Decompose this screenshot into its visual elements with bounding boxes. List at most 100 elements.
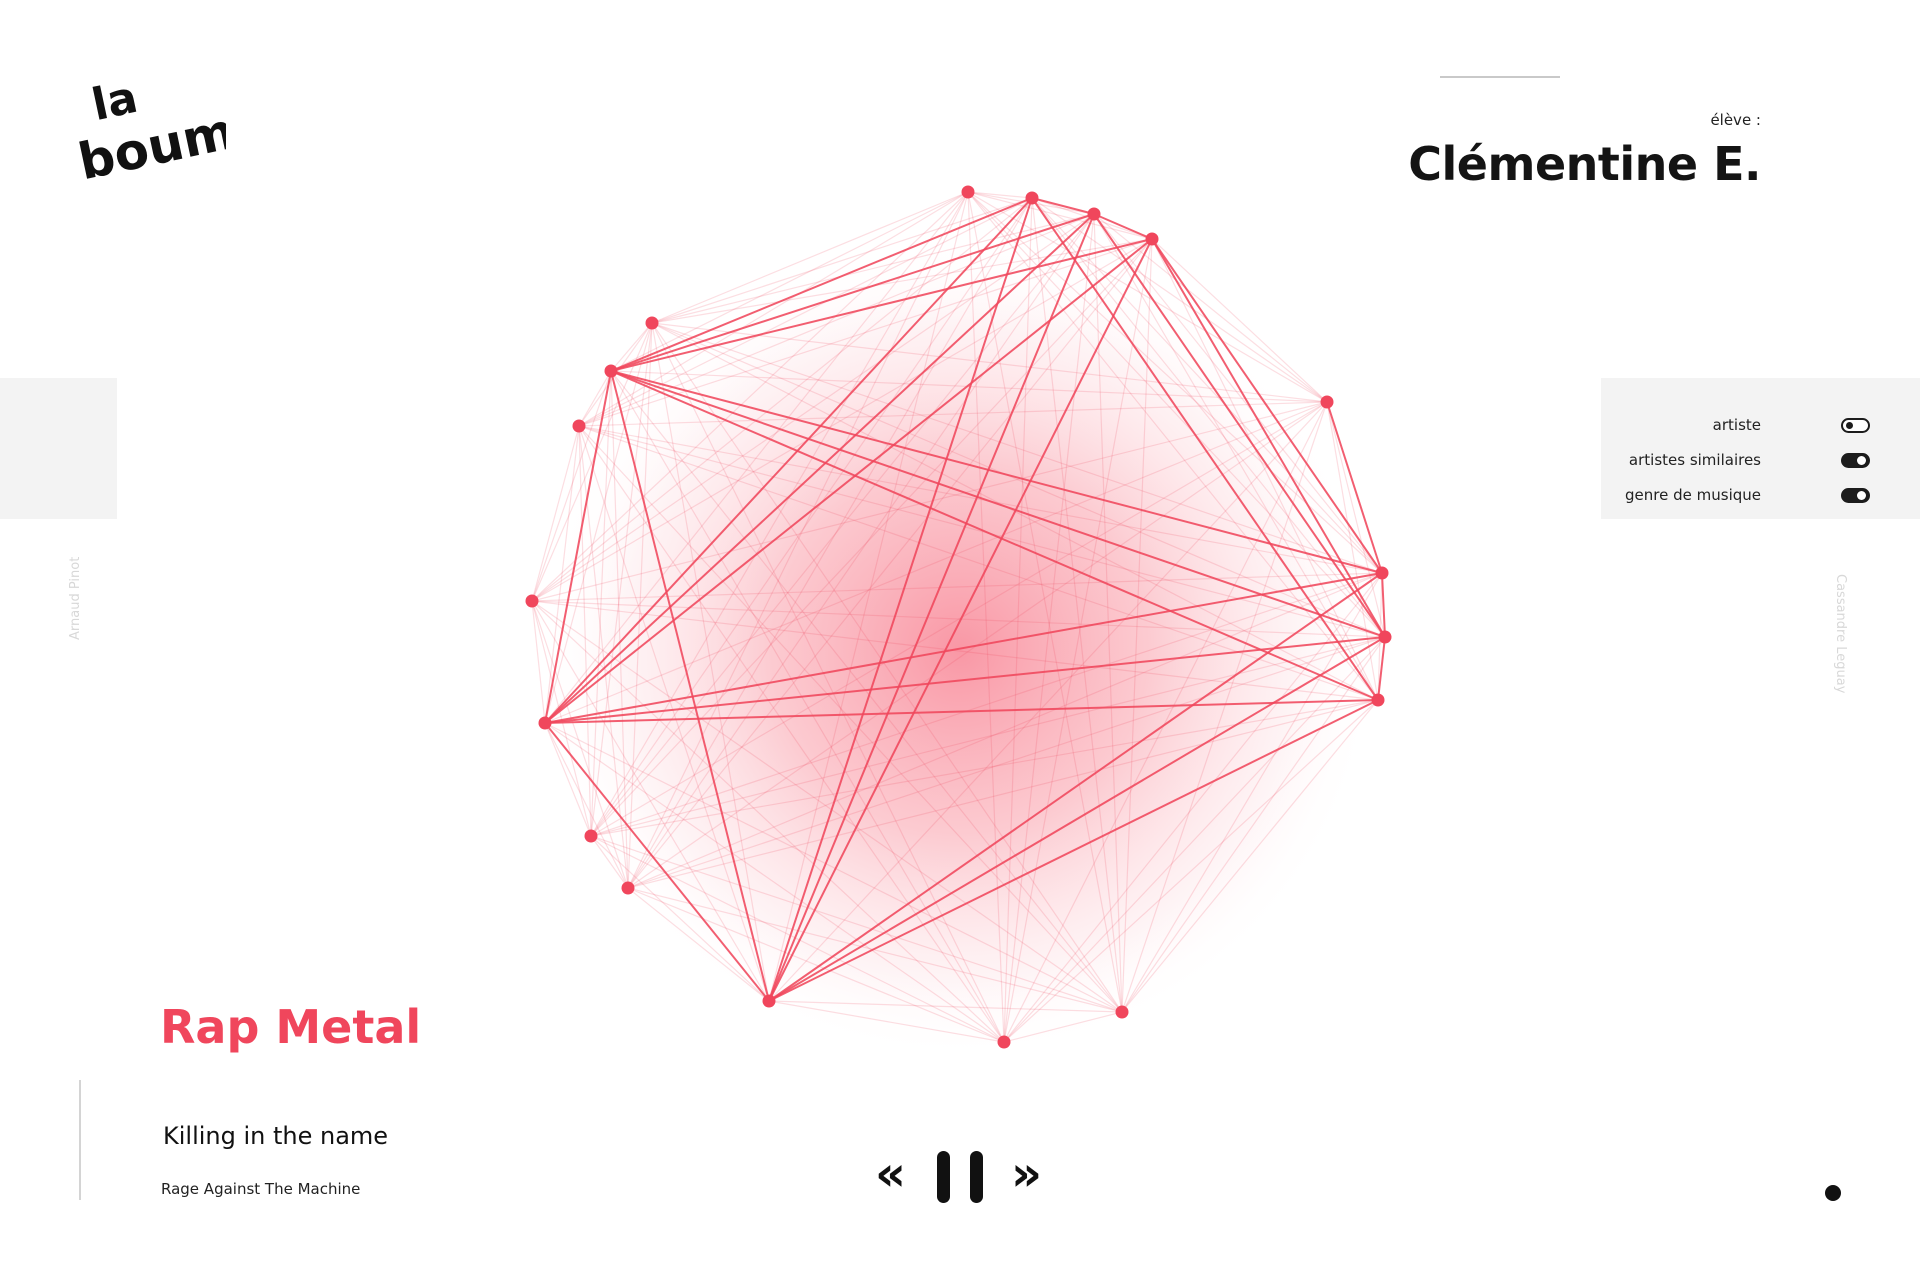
network-edge	[627, 322, 653, 889]
network-edge	[1093, 213, 1386, 638]
network-edge	[967, 191, 1033, 199]
network-edge	[768, 197, 1033, 1002]
pause-icon	[937, 1151, 950, 1203]
toggle-switch-genre-de-musique[interactable]	[1841, 487, 1870, 503]
network-edge	[590, 238, 1153, 837]
network-node	[1115, 1005, 1129, 1019]
network-node	[961, 185, 975, 199]
network-edge	[651, 191, 969, 324]
filter-row-artiste[interactable]: artiste	[1713, 414, 1870, 436]
network-node	[538, 716, 552, 730]
toggle-knob	[1846, 421, 1853, 429]
network-node	[604, 364, 618, 378]
network-edge	[590, 191, 969, 837]
left-side-tab[interactable]	[0, 378, 117, 519]
network-edge	[531, 213, 1095, 602]
network-edge	[544, 636, 1386, 724]
network-edge	[531, 370, 612, 602]
network-edge	[544, 213, 1095, 724]
page-indicator-dot[interactable]	[1825, 1185, 1841, 1201]
network-edge	[578, 425, 629, 889]
next-button[interactable]: »	[1011, 1146, 1043, 1202]
network-edge-strong	[610, 370, 770, 1002]
network-edge	[627, 699, 1379, 889]
network-edge	[1031, 197, 1379, 701]
network-edge	[1031, 197, 1328, 403]
toggle-switch-artiste[interactable]	[1841, 417, 1870, 433]
network-edge	[531, 600, 1123, 1013]
network-edge	[544, 370, 612, 724]
network-edge	[590, 572, 1383, 837]
network-edge	[544, 238, 1153, 724]
network-edge-strong	[610, 370, 1379, 701]
network-edge	[531, 191, 969, 602]
network-edge	[578, 322, 653, 427]
filter-row-artistes-similaires[interactable]: artistes similaires	[1629, 449, 1870, 471]
network-edge	[531, 600, 770, 1002]
network-edge	[544, 722, 770, 1002]
network-edge	[590, 370, 612, 837]
network-edge	[1093, 213, 1153, 240]
network-edge	[590, 197, 1033, 837]
network-edge	[1031, 197, 1123, 1013]
network-edge	[610, 191, 969, 372]
network-glow	[540, 240, 1380, 1060]
network-edge	[1003, 197, 1033, 1043]
network-edge	[1031, 197, 1386, 638]
filter-panel: artiste artistes similaires genre de mus…	[1601, 378, 1920, 519]
network-edge	[544, 722, 1005, 1043]
network-edge	[967, 191, 1005, 1043]
network-edge	[651, 322, 1383, 574]
network-edge	[578, 425, 1383, 574]
filter-row-genre-de-musique[interactable]: genre de musique	[1625, 484, 1870, 506]
toggle-switch-artistes-similaires[interactable]	[1841, 452, 1870, 468]
network-edge	[531, 600, 1005, 1043]
network-edge	[1093, 213, 1328, 403]
network-edge	[544, 722, 629, 889]
network-edge	[651, 197, 1033, 324]
network-edge	[1377, 572, 1383, 701]
network-edge	[1151, 238, 1328, 403]
filter-label: artistes similaires	[1628, 451, 1761, 469]
network-node	[1375, 566, 1389, 580]
network-node	[621, 881, 635, 895]
network-edge	[1326, 401, 1383, 574]
network-edge	[578, 425, 1005, 1043]
filter-label: artiste	[1712, 416, 1761, 434]
network-edge-strong	[1093, 213, 1153, 240]
network-edge	[627, 213, 1095, 889]
network-edge	[651, 213, 1095, 324]
edges-strong	[544, 197, 1386, 1002]
network-edge	[627, 887, 770, 1002]
network-edge	[1093, 213, 1123, 1013]
network-node	[1320, 395, 1334, 409]
toggle-knob	[1857, 455, 1866, 465]
network-edge-strong	[768, 572, 1383, 1002]
network-edge	[590, 213, 1095, 837]
network-edge	[531, 197, 1033, 602]
network-edge-strong	[1381, 572, 1386, 638]
student-name: Clémentine E.	[1408, 137, 1761, 191]
network-edge	[1326, 401, 1386, 638]
network-node	[1371, 693, 1385, 707]
network-edge	[578, 370, 612, 427]
network-edge	[531, 600, 592, 837]
network-edge	[627, 887, 1123, 1013]
network-edge	[1031, 197, 1095, 215]
network-edge	[578, 191, 969, 427]
network-edge-strong	[768, 636, 1386, 1002]
network-edge	[627, 887, 1005, 1043]
network-node	[584, 829, 598, 843]
network-edge	[651, 322, 1005, 1043]
network-edge-strong	[768, 213, 1095, 1002]
network-edge	[578, 425, 592, 837]
network-edge	[531, 401, 1328, 602]
network-edge	[768, 1000, 1123, 1013]
network-edge-strong	[1377, 636, 1386, 701]
network-edge	[544, 401, 1328, 724]
toggle-knob	[1857, 490, 1866, 500]
network-edge-strong	[1151, 238, 1386, 638]
network-edge	[1003, 238, 1153, 1043]
previous-button[interactable]: «	[875, 1146, 907, 1202]
pause-button[interactable]	[937, 1151, 983, 1203]
